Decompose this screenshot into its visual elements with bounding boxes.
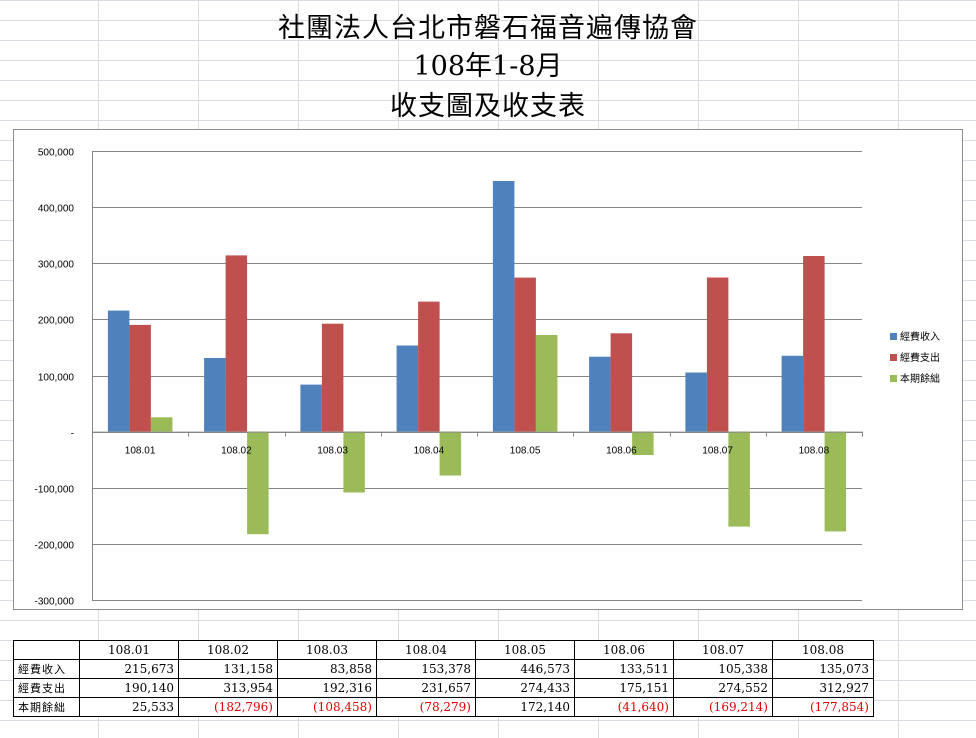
- bar-3-108.08: [824, 431, 847, 532]
- legend-label: 經費收入: [900, 330, 940, 343]
- bar-1-108.08: [781, 355, 804, 432]
- table-header-cell[interactable]: 108.08: [772, 640, 874, 660]
- bar-3-108.03: [343, 431, 365, 493]
- table-header-cell[interactable]: 108.05: [475, 640, 575, 660]
- category-label: 108.03: [317, 446, 348, 457]
- bar-2-108.02: [225, 255, 248, 432]
- bar-1-108.03: [300, 384, 322, 432]
- bar-2-108.08: [803, 256, 825, 432]
- bar-3-108.01: [150, 417, 173, 432]
- legend-label: 本期餘絀: [900, 372, 940, 385]
- legend-swatch: [890, 333, 897, 340]
- y-tick-label: -200,000: [35, 541, 75, 552]
- table-cell[interactable]: 446,573: [475, 659, 575, 679]
- table-row: 本期餘絀 25,533 (182,796) (108,458) (78,279) 172,…: [13, 697, 874, 717]
- category-label: 108.05: [510, 446, 541, 457]
- bar-2-108.04: [418, 301, 440, 432]
- bar-chart: 500,000 400,000 300,000 200,000 100,000 - -100…: [35, 148, 940, 608]
- bar-1-108.04: [396, 345, 419, 432]
- y-tick-label: 200,000: [38, 316, 75, 327]
- y-tick-label: -: [71, 429, 74, 440]
- table-cell[interactable]: 231,657: [376, 678, 476, 698]
- table-header-cell[interactable]: 108.03: [277, 640, 377, 660]
- table-header-row: 108.01 108.02 108.03 108.04 108.05 108.06 108.…: [13, 640, 874, 660]
- category-label: 108.06: [606, 446, 637, 457]
- bar-2-108.03: [321, 323, 344, 432]
- table-cell[interactable]: (182,796): [178, 697, 278, 717]
- category-label: 108.04: [414, 446, 445, 457]
- table-header-cell[interactable]: 108.07: [673, 640, 773, 660]
- bar-2-108.07: [706, 277, 729, 432]
- table-cell[interactable]: (78,279): [376, 697, 476, 717]
- table-row: 經費收入 215,673 131,158 83,858 153,378 446,573 13…: [13, 659, 874, 679]
- table-row-label[interactable]: 經費支出: [13, 678, 80, 698]
- table-cell[interactable]: 190,140: [79, 678, 179, 698]
- bar-1-108.05: [492, 181, 515, 432]
- income-expense-table: 108.01 108.02 108.03 108.04 108.05 108.06 108.…: [13, 640, 874, 717]
- table-cell[interactable]: 172,140: [475, 697, 575, 717]
- bar-3-108.04: [439, 431, 462, 476]
- table-cell[interactable]: (169,214): [673, 697, 773, 717]
- table-cell[interactable]: 215,673: [79, 659, 179, 679]
- table-row-label[interactable]: 經費收入: [13, 659, 80, 679]
- bar-2-108.05: [514, 277, 536, 432]
- table-header-cell[interactable]: 108.06: [574, 640, 674, 660]
- table-header-cell[interactable]: 108.01: [79, 640, 179, 660]
- table-row: 經費支出 190,140 313,954 192,316 231,657 274,433 1…: [13, 678, 874, 698]
- table-cell[interactable]: 105,338: [673, 659, 773, 679]
- chart-bars: [107, 181, 847, 535]
- table-cell[interactable]: 274,552: [673, 678, 773, 698]
- table-cell[interactable]: 83,858: [277, 659, 377, 679]
- bar-2-108.06: [610, 333, 633, 432]
- legend-swatch: [890, 354, 897, 361]
- table-cell[interactable]: 175,151: [574, 678, 674, 698]
- y-tick-label: 400,000: [38, 204, 75, 215]
- bar-3-108.06: [632, 431, 654, 455]
- table-cell[interactable]: 133,511: [574, 659, 674, 679]
- table-row-label[interactable]: 本期餘絀: [13, 697, 80, 717]
- bar-3-108.05: [535, 335, 558, 432]
- bar-3-108.02: [247, 431, 269, 535]
- category-label: 108.07: [702, 446, 733, 457]
- table-cell[interactable]: 274,433: [475, 678, 575, 698]
- table-cell[interactable]: (41,640): [574, 697, 674, 717]
- bar-2-108.01: [129, 324, 151, 432]
- bar-1-108.07: [685, 372, 707, 432]
- y-tick-label: 500,000: [38, 148, 75, 159]
- table-cell[interactable]: 25,533: [79, 697, 179, 717]
- y-tick-label: 100,000: [38, 373, 75, 384]
- legend-label: 經費支出: [900, 351, 940, 364]
- chart-axes: 500,000 400,000 300,000 200,000 100,000 - -100…: [35, 148, 863, 608]
- table-cell[interactable]: 153,378: [376, 659, 476, 679]
- category-label: 108.01: [125, 446, 156, 457]
- y-tick-label: 300,000: [38, 260, 75, 271]
- table-cell[interactable]: 313,954: [178, 678, 278, 698]
- period-title: 108年1-8月: [413, 51, 563, 82]
- table-cell[interactable]: 312,927: [772, 678, 874, 698]
- chart-subtitle: 收支圖及收支表: [390, 91, 586, 122]
- table-header-cell[interactable]: 108.04: [376, 640, 476, 660]
- legend-swatch: [890, 375, 897, 382]
- y-tick-label: -100,000: [35, 485, 75, 496]
- category-label: 108.08: [799, 446, 830, 457]
- table-corner-cell[interactable]: [13, 640, 80, 660]
- bar-1-108.02: [204, 358, 226, 432]
- table-cell[interactable]: (108,458): [277, 697, 377, 717]
- table-cell[interactable]: (177,854): [772, 697, 874, 717]
- table-cell[interactable]: 131,158: [178, 659, 278, 679]
- y-tick-label: -300,000: [35, 597, 75, 608]
- table-cell[interactable]: 192,316: [277, 678, 377, 698]
- table-cell[interactable]: 135,073: [772, 659, 874, 679]
- bar-1-108.06: [589, 356, 611, 432]
- chart-frame[interactable]: 500,000 400,000 300,000 200,000 100,000 - -100…: [13, 129, 963, 610]
- org-title: 社團法人台北市磐石福音遍傳協會: [278, 13, 698, 44]
- bar-3-108.07: [728, 431, 750, 527]
- category-label: 108.02: [221, 446, 252, 457]
- bar-1-108.01: [107, 310, 130, 432]
- table-header-cell[interactable]: 108.02: [178, 640, 278, 660]
